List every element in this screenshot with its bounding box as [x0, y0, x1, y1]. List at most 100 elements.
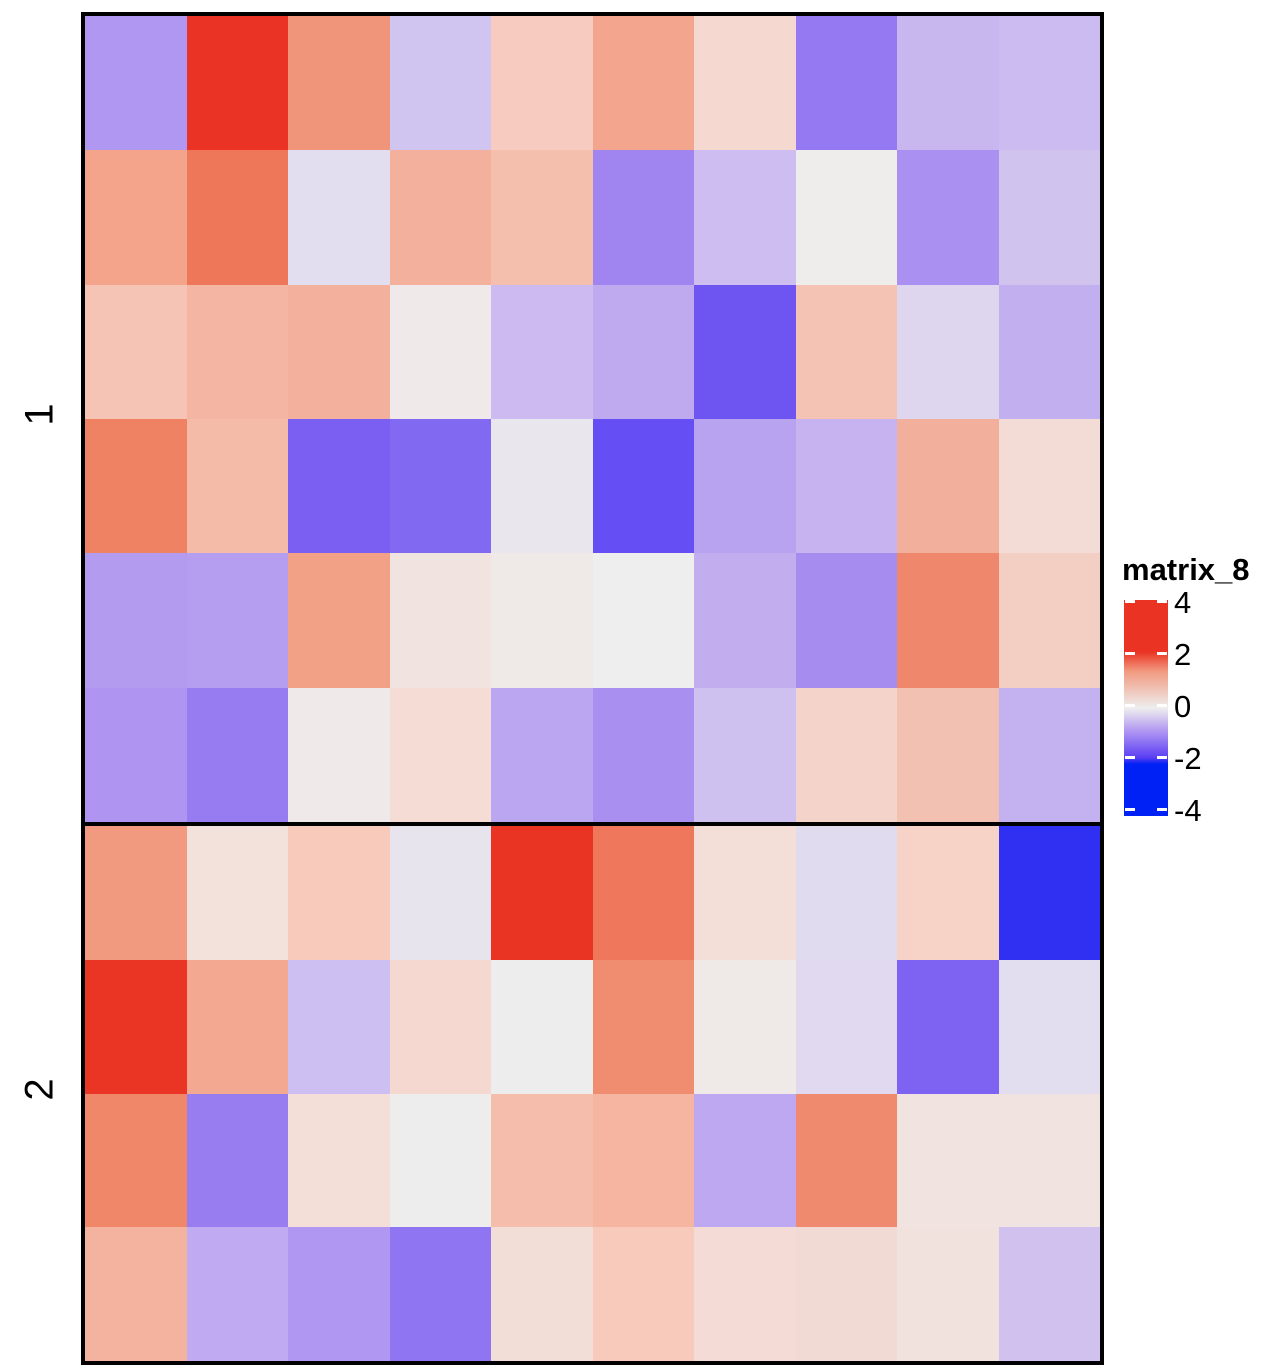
heatmap-cell: [694, 16, 796, 151]
heatmap-cell: [491, 959, 593, 1094]
heatmap-slice-2: [81, 822, 1104, 1365]
heatmap-cell: [694, 826, 796, 960]
heatmap-cell: [389, 284, 491, 419]
heatmap-cell: [592, 150, 694, 285]
heatmap-cell: [85, 1093, 187, 1228]
heatmap-cell: [389, 150, 491, 285]
heatmap-cell: [288, 1227, 390, 1361]
heatmap-cell: [288, 959, 390, 1094]
heatmap-cell: [491, 1227, 593, 1361]
heatmap-cell: [288, 16, 390, 151]
heatmap-cell: [491, 553, 593, 688]
heatmap-cell: [288, 150, 390, 285]
legend-colorbar-wrap: 4 2 0 -2 -4: [1122, 587, 1250, 826]
heatmap-cell: [186, 150, 288, 285]
heatmap-cell: [897, 1227, 999, 1361]
legend-tick-label: -4: [1174, 793, 1202, 828]
heatmap-cell: [795, 1227, 897, 1361]
heatmap-cell: [897, 150, 999, 285]
heatmap-cell: [288, 826, 390, 960]
heatmap-cell: [592, 553, 694, 688]
heatmap-cell: [897, 687, 999, 822]
heatmap-cell: [186, 959, 288, 1094]
heatmap-cell: [998, 687, 1100, 822]
legend-colorbar: [1124, 600, 1168, 816]
row-slice-label-1: 1: [0, 392, 80, 442]
heatmap-cell: [694, 150, 796, 285]
heatmap-cell: [85, 826, 187, 960]
legend-title: matrix_8: [1122, 552, 1250, 587]
heatmap-cell: [795, 16, 897, 151]
heatmap-cell: [998, 959, 1100, 1094]
heatmap-cell: [795, 1093, 897, 1228]
heatmap-cell: [288, 687, 390, 822]
heatmap-cell: [592, 284, 694, 419]
heatmap-cell: [389, 418, 491, 554]
heatmap-cell: [998, 1093, 1100, 1228]
heatmap-cell: [389, 16, 491, 151]
heatmap-cell: [389, 553, 491, 688]
heatmap-cell: [795, 826, 897, 960]
heatmap-cell: [795, 959, 897, 1094]
heatmap-cell: [897, 553, 999, 688]
color-legend: matrix_8 4 2 0 -2 -4: [1122, 552, 1250, 826]
heatmap-cell: [389, 1093, 491, 1228]
heatmap-cell: [998, 553, 1100, 688]
heatmap-cell: [897, 284, 999, 419]
heatmap-cell: [389, 826, 491, 960]
heatmap-cell: [491, 687, 593, 822]
heatmap-cell: [694, 1093, 796, 1228]
heatmap-cell: [288, 418, 390, 554]
heatmap-cell: [897, 16, 999, 151]
heatmap-cell: [998, 16, 1100, 151]
heatmap-cell: [186, 418, 288, 554]
heatmap-cell: [592, 826, 694, 960]
heatmap-cell: [592, 418, 694, 554]
heatmap-cell: [694, 284, 796, 419]
heatmap-cell: [592, 687, 694, 822]
heatmap-cell: [186, 1227, 288, 1361]
heatmap-cell: [186, 553, 288, 688]
heatmap-cell: [592, 959, 694, 1094]
heatmap-cell: [694, 1227, 796, 1361]
heatmap-cell: [795, 418, 897, 554]
heatmap-cell: [998, 150, 1100, 285]
heatmap-cell: [85, 959, 187, 1094]
legend-tick-4: [1124, 600, 1168, 603]
legend-tick-label: 4: [1174, 585, 1192, 620]
heatmap-slice-1: [81, 12, 1104, 826]
heatmap-cell: [592, 16, 694, 151]
heatmap-cell: [85, 553, 187, 688]
heatmap-cell: [85, 687, 187, 822]
heatmap-cell: [85, 284, 187, 419]
legend-tick-label: 2: [1174, 637, 1192, 672]
heatmap-cell: [795, 150, 897, 285]
heatmap-cell: [897, 959, 999, 1094]
heatmap-cell: [85, 418, 187, 554]
heatmap-cell: [694, 418, 796, 554]
heatmap-cell: [694, 959, 796, 1094]
heatmap-cell: [491, 284, 593, 419]
heatmap-cell: [897, 826, 999, 960]
heatmap-cell: [592, 1227, 694, 1361]
heatmap-cell: [795, 284, 897, 419]
heatmap-cell: [491, 150, 593, 285]
heatmap-cell: [491, 1093, 593, 1228]
heatmap-cell: [186, 687, 288, 822]
legend-tick-label: -2: [1174, 741, 1202, 776]
heatmap-cell: [186, 826, 288, 960]
heatmap-cell: [186, 16, 288, 151]
heatmap-cell: [897, 1093, 999, 1228]
heatmap-cell: [998, 418, 1100, 554]
heatmap-cell: [998, 826, 1100, 960]
legend-tick-neg4: [1124, 808, 1168, 811]
heatmap-cell: [592, 1093, 694, 1228]
heatmap-cell: [491, 16, 593, 151]
heatmap-cell: [795, 553, 897, 688]
heatmap-cell: [491, 826, 593, 960]
heatmap-cell: [389, 687, 491, 822]
heatmap-cell: [897, 418, 999, 554]
heatmap-cell: [389, 1227, 491, 1361]
heatmap-cell: [694, 553, 796, 688]
heatmap-cell: [288, 284, 390, 419]
